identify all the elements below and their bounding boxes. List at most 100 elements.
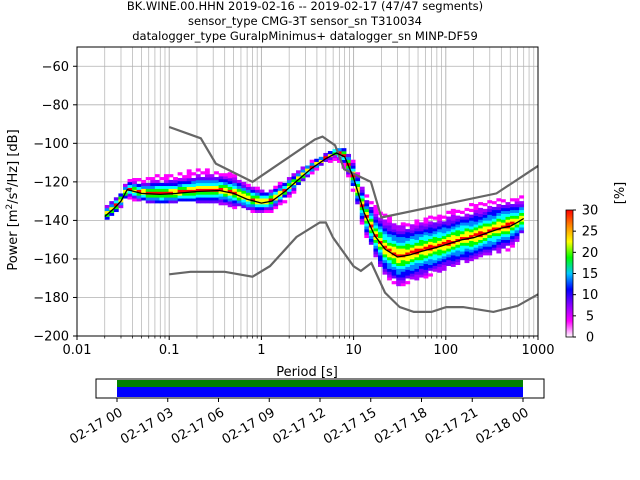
histogram-cell [387, 233, 392, 238]
histogram-cell [487, 243, 493, 247]
histogram-cell [355, 180, 361, 185]
histogram-cell [396, 277, 402, 281]
histogram-cell [359, 189, 365, 193]
histogram-cell [200, 171, 206, 175]
histogram-cell [469, 223, 474, 227]
histogram-cell [377, 243, 383, 247]
histogram-cell [396, 239, 402, 243]
figure-title: BK.WINE.00.HHN 2019-02-16 -- 2019-02-17 … [127, 0, 483, 43]
histogram-cell [418, 230, 424, 235]
histogram-cell [204, 177, 210, 181]
histogram-cell [496, 247, 502, 251]
histogram-cell [168, 179, 174, 184]
noise-model-low-line [169, 221, 539, 314]
histogram-cell [341, 153, 347, 158]
timeline-tick-label: 02-17 00 [67, 405, 125, 447]
histogram-cell [478, 219, 484, 223]
histogram-cell [204, 179, 210, 184]
histogram-cell [423, 237, 429, 241]
histogram-cell [459, 216, 465, 220]
histogram-cell [478, 248, 484, 252]
histogram-cell [268, 201, 274, 205]
histogram-cell [136, 189, 142, 193]
histogram-cell [423, 260, 429, 265]
histogram-cell [118, 193, 124, 197]
histogram-cell [450, 231, 456, 236]
histogram-cell [414, 257, 420, 261]
y-tick-label: −200 [33, 330, 69, 345]
histogram-cell [268, 195, 274, 199]
histogram-cell [464, 251, 470, 255]
histogram-cell [109, 204, 115, 208]
histogram-cell [469, 226, 474, 230]
histogram-cell [132, 186, 137, 190]
histogram-cell [368, 238, 374, 242]
histogram-cell [469, 203, 474, 207]
histogram-cell [373, 245, 379, 249]
histogram-cell [387, 245, 392, 249]
histogram-cell [478, 228, 484, 232]
histogram-cell [391, 231, 397, 236]
histogram-cell [500, 216, 506, 220]
histogram-cell [414, 277, 420, 281]
x-axis-label: Period [s] [276, 365, 338, 380]
histogram-cell [209, 182, 215, 187]
histogram-cell [400, 233, 406, 238]
histogram-cell [423, 234, 429, 239]
histogram-cell [368, 230, 374, 234]
histogram-cell [104, 207, 110, 212]
histogram-cell [122, 189, 128, 193]
histogram-cell [223, 178, 229, 183]
histogram-cell [273, 200, 279, 204]
histogram-cell [382, 257, 388, 261]
histogram-cell [510, 215, 515, 219]
histogram-cell [496, 209, 502, 213]
histogram-cell [473, 215, 479, 219]
histogram-cell [432, 236, 438, 240]
histogram-cell [127, 184, 133, 188]
histogram-cell [446, 251, 452, 255]
histogram-cell [418, 248, 424, 252]
histogram-cell [250, 204, 256, 208]
histogram-cell [491, 221, 497, 225]
histogram-cell [391, 252, 397, 256]
histogram-cell [373, 207, 379, 212]
histogram-cell [409, 230, 415, 234]
histogram-cell [204, 174, 210, 178]
histogram-cell [150, 182, 156, 187]
histogram-cell [182, 175, 188, 179]
histogram-cell [214, 185, 219, 189]
histogram-cell [441, 258, 447, 263]
histogram-cell [182, 189, 188, 193]
histogram-cell [473, 250, 479, 254]
histogram-cell [387, 242, 392, 246]
histogram-cell [405, 234, 411, 239]
histogram-cell [182, 178, 188, 182]
histogram-cell [127, 178, 133, 183]
psd-histogram [104, 148, 525, 287]
histogram-cell [382, 262, 388, 266]
histogram-cell [441, 244, 447, 248]
y-tick-label: −100 [33, 137, 69, 152]
histogram-cell [396, 262, 402, 266]
histogram-cell [382, 242, 388, 246]
histogram-cell [478, 239, 484, 243]
histogram-cell [159, 194, 165, 198]
histogram-cell [459, 236, 465, 240]
histogram-cell [250, 186, 256, 190]
histogram-cell [473, 209, 479, 213]
histogram-cell [364, 231, 370, 236]
histogram-cell [482, 226, 488, 230]
histogram-cell [428, 232, 433, 237]
histogram-cell [519, 227, 525, 231]
histogram-cell [382, 245, 388, 249]
histogram-cell [264, 204, 269, 208]
histogram-cell [496, 206, 502, 211]
histogram-cell [428, 238, 433, 242]
histogram-cell [232, 194, 238, 198]
histogram-cell [478, 210, 484, 214]
histogram-cell [236, 200, 242, 204]
histogram-cell [409, 276, 415, 280]
histogram-cell [510, 244, 515, 248]
histogram-cell [514, 235, 520, 240]
